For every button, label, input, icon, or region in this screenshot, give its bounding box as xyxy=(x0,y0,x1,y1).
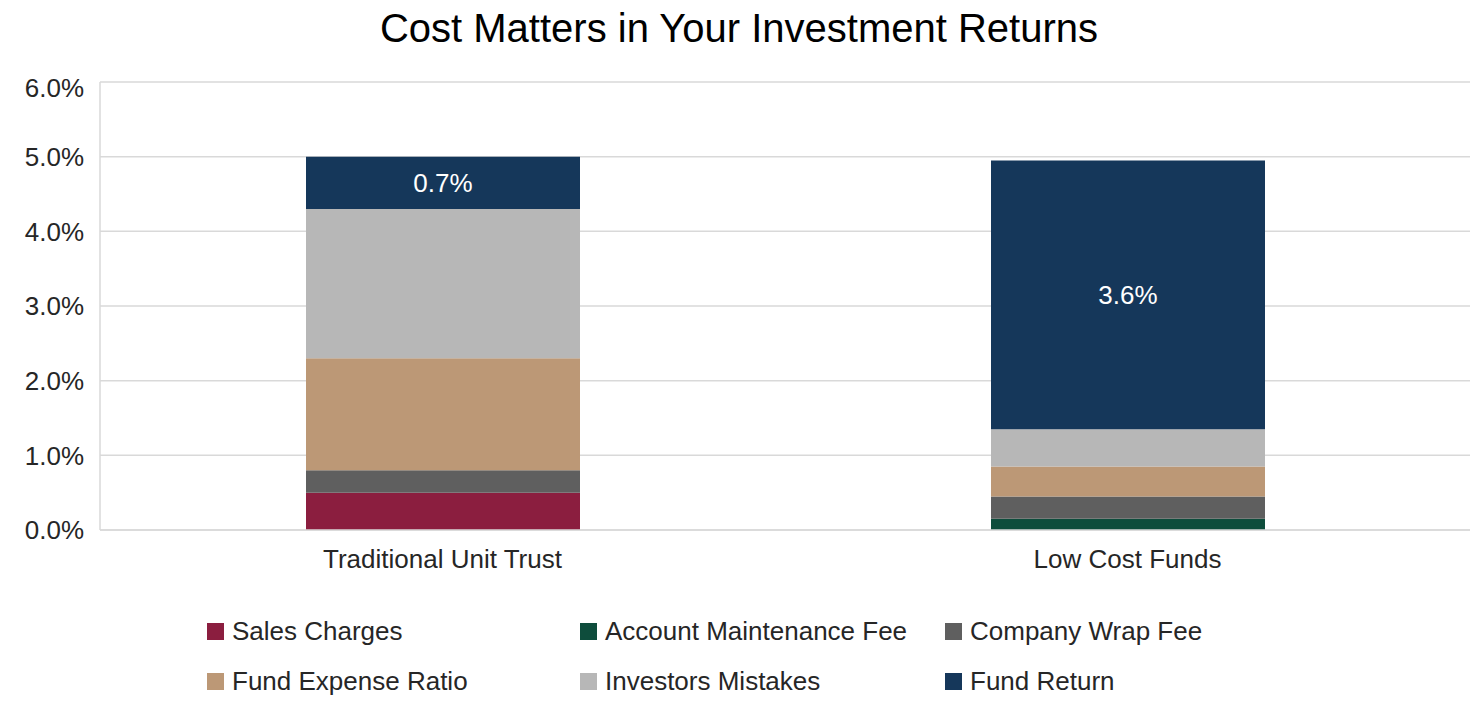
svg-text:6.0%: 6.0% xyxy=(25,73,84,103)
html-text:Company Wrap Fee: Company Wrap Fee xyxy=(970,615,1203,646)
svg-text:3.0%: 3.0% xyxy=(25,291,84,321)
html-text:Cost Matters in Your Investmen: Cost Matters in Your Investment Returns xyxy=(379,6,1098,50)
svg-text:Low Cost Funds: Low Cost Funds xyxy=(1034,544,1222,574)
svg-text:2.0%: 2.0% xyxy=(25,366,84,396)
html-text:Account Maintenance Fee: Account Maintenance Fee xyxy=(605,615,908,646)
svg-text:5.0%: 5.0% xyxy=(25,142,84,172)
svg-text:3.6%: 3.6% xyxy=(1098,280,1157,310)
html-text:Fund Expense Ratio: Fund Expense Ratio xyxy=(232,665,468,696)
html-text:Sales Charges: Sales Charges xyxy=(232,615,403,646)
svg-text:1.0%: 1.0% xyxy=(25,441,84,471)
html-text:Investors Mistakes: Investors Mistakes xyxy=(605,665,821,696)
svg-text:0.0%: 0.0% xyxy=(25,515,84,545)
svg-text:0.7%: 0.7% xyxy=(413,168,472,198)
svg-text:Traditional Unit Trust: Traditional Unit Trust xyxy=(323,544,563,574)
html-text:Fund Return: Fund Return xyxy=(970,665,1115,696)
svg-text:4.0%: 4.0% xyxy=(25,217,84,247)
